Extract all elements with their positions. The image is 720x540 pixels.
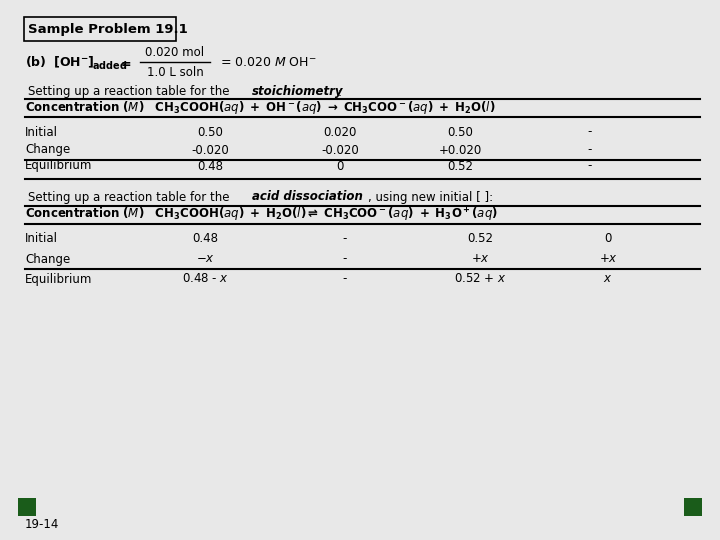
Text: -: - (588, 125, 592, 138)
Text: 0.48: 0.48 (192, 233, 218, 246)
Text: $+x$: $+x$ (598, 253, 618, 266)
Text: Change: Change (25, 253, 71, 266)
Text: 0.48: 0.48 (197, 159, 223, 172)
Text: 0: 0 (336, 159, 343, 172)
Text: -: - (588, 159, 592, 172)
Text: $-x$: $-x$ (196, 253, 215, 266)
Text: 19-14: 19-14 (25, 517, 59, 530)
Text: Sample Problem 19.1: Sample Problem 19.1 (28, 23, 188, 36)
Text: -: - (588, 144, 592, 157)
Text: = 0.020 $\it{M}$ OH$^{-}$: = 0.020 $\it{M}$ OH$^{-}$ (220, 56, 317, 69)
Text: $+x$: $+x$ (471, 253, 490, 266)
Text: acid dissociation: acid dissociation (252, 191, 363, 204)
Text: 0.48 - $x$: 0.48 - $x$ (181, 273, 228, 286)
Text: , using new initial [ ]:: , using new initial [ ]: (368, 191, 493, 204)
Text: +0.020: +0.020 (438, 144, 482, 157)
Text: 0.50: 0.50 (447, 125, 473, 138)
Text: 0: 0 (604, 233, 612, 246)
Text: $\bf{Concentration\ (}$$\bf{\it{M}}$$\bf{)\ \ \ CH_3COOH(}$$\bf{\it{aq}}$$\bf{)\: $\bf{Concentration\ (}$$\bf{\it{M}}$$\bf… (25, 206, 498, 224)
Text: -0.020: -0.020 (191, 144, 229, 157)
Text: $\bf{added}$: $\bf{added}$ (92, 59, 127, 71)
Text: Setting up a reaction table for the: Setting up a reaction table for the (28, 191, 233, 204)
Text: -: - (343, 273, 347, 286)
Text: $\bf{(b)}$  $\bf{[OH^{-}]}$: $\bf{(b)}$ $\bf{[OH^{-}]}$ (25, 55, 94, 70)
Text: :: : (338, 85, 342, 98)
Text: 0.50: 0.50 (197, 125, 223, 138)
Text: stoichiometry: stoichiometry (252, 85, 343, 98)
Text: Setting up a reaction table for the: Setting up a reaction table for the (28, 85, 233, 98)
Text: -: - (343, 253, 347, 266)
Text: Equilibrium: Equilibrium (25, 273, 92, 286)
Text: 0.52 + $x$: 0.52 + $x$ (454, 273, 506, 286)
Text: -0.020: -0.020 (321, 144, 359, 157)
Text: 1.0 L soln: 1.0 L soln (147, 65, 203, 78)
Text: 0.020: 0.020 (323, 125, 356, 138)
Text: 0.020 mol: 0.020 mol (145, 46, 204, 59)
Bar (684, 498, 702, 516)
Text: Change: Change (25, 144, 71, 157)
Text: $\bf{=}$: $\bf{=}$ (118, 56, 132, 69)
Text: Equilibrium: Equilibrium (25, 159, 92, 172)
Text: -: - (343, 233, 347, 246)
FancyBboxPatch shape (24, 17, 176, 41)
Text: $x$: $x$ (603, 273, 613, 286)
Bar (18, 498, 36, 516)
Text: 0.52: 0.52 (467, 233, 493, 246)
Text: 0.52: 0.52 (447, 159, 473, 172)
Text: $\bf{Concentration\ (}$$\bf{\it{M}}$$\bf{)\ \ \ CH_3COOH(}$$\bf{\it{aq}}$$\bf{)\: $\bf{Concentration\ (}$$\bf{\it{M}}$$\bf… (25, 99, 495, 117)
Text: Initial: Initial (25, 233, 58, 246)
Text: Initial: Initial (25, 125, 58, 138)
